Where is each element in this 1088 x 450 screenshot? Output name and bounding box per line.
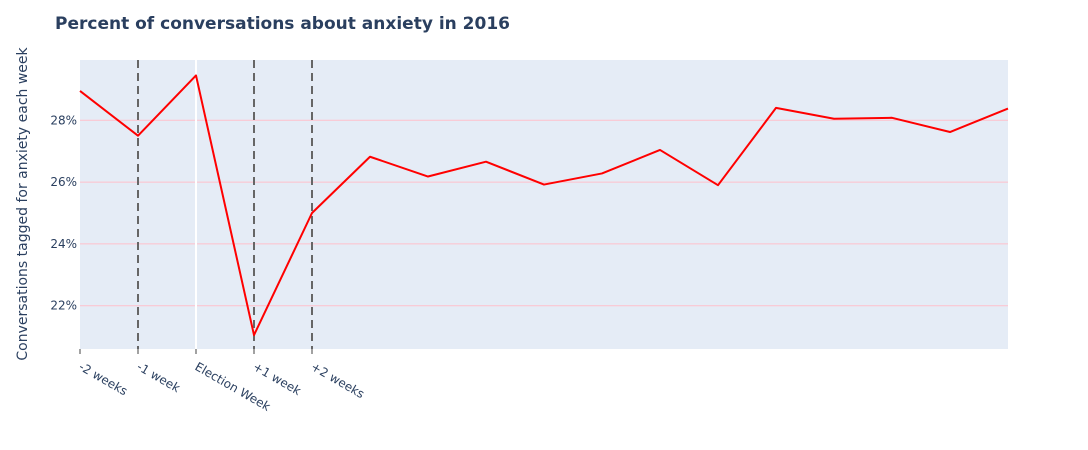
gridlines — [80, 119, 1008, 307]
vertical-markers — [137, 60, 313, 349]
x-tick-label: -1 week — [135, 359, 183, 395]
y-tick-label: 24% — [50, 237, 77, 251]
chart-title: Percent of conversations about anxiety i… — [55, 14, 510, 34]
series-line — [79, 74, 1009, 337]
y-tick-label: 28% — [50, 113, 77, 127]
data-series — [79, 74, 1009, 337]
y-tick-label: 22% — [50, 299, 77, 313]
x-tick-label: +1 week — [251, 359, 304, 398]
x-tick-label: -2 weeks — [77, 359, 130, 398]
y-tick-label: 26% — [50, 175, 77, 189]
x-tick-label: +2 weeks — [309, 359, 367, 401]
y-axis-label: Conversations tagged for anxiety each we… — [15, 46, 31, 360]
x-axis: -2 weeks -1 week Election Week+1 week +2 we… — [77, 349, 367, 414]
y-axis: 22% 24% 26% 28% — [50, 113, 77, 312]
plot-area — [80, 60, 1008, 349]
